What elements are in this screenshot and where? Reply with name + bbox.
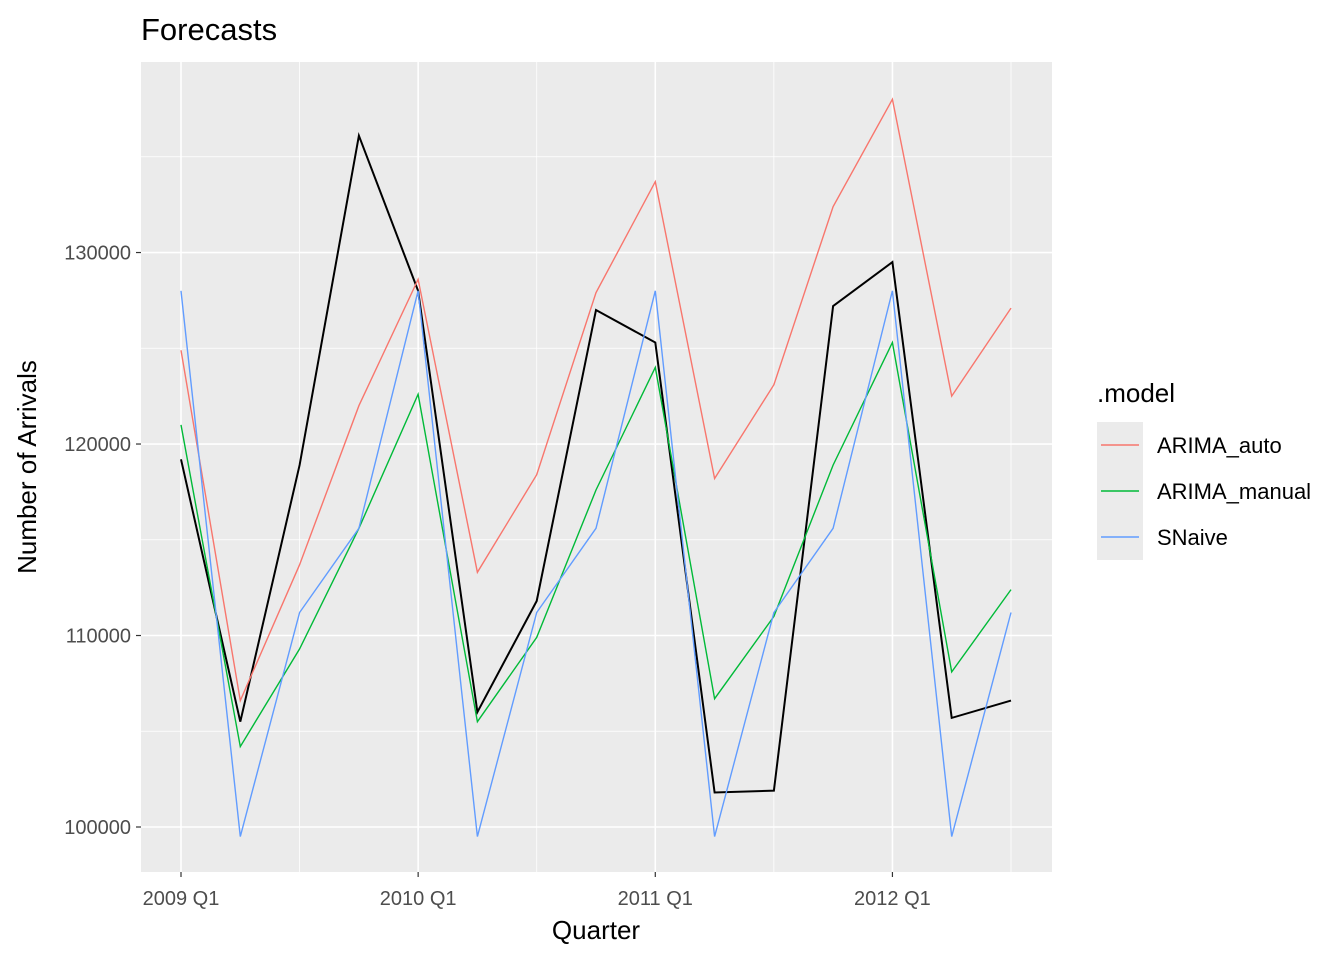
x-axis-ticks: 2009 Q1 2010 Q1 2011 Q1 2012 Q1	[143, 872, 931, 910]
series-line-snaive	[180, 290, 1012, 837]
y-tick-label: 120000	[64, 434, 131, 456]
chart-title: Forecasts	[141, 12, 277, 47]
x-axis-title: Quarter	[552, 915, 640, 945]
y-axis-ticks: 100000 110000 120000 130000	[64, 243, 141, 839]
y-tick-label: 110000	[66, 626, 131, 648]
y-axis-title: Number of Arrivals	[12, 360, 42, 574]
series-line-arima_manual	[180, 340, 1012, 749]
y-tick-label: 100000	[64, 817, 131, 839]
legend-label: ARIMA_manual	[1157, 479, 1311, 504]
y-tick-label: 130000	[64, 243, 131, 265]
series-line-arima_auto	[180, 97, 1012, 704]
series-lines	[180, 97, 1012, 837]
plot-panel	[141, 62, 1052, 872]
x-tick-label: 2012 Q1	[854, 888, 931, 910]
x-tick-label: 2011 Q1	[618, 888, 693, 910]
x-tick-label: 2009 Q1	[143, 888, 220, 910]
x-tick-label: 2010 Q1	[380, 888, 457, 910]
legend-title: .model	[1097, 378, 1175, 408]
series-line-actual	[180, 131, 1012, 794]
legend: .model ARIMA_auto ARIMA_manual SNaive	[1097, 378, 1311, 560]
legend-label: ARIMA_auto	[1157, 433, 1282, 458]
legend-label: SNaive	[1157, 525, 1228, 550]
